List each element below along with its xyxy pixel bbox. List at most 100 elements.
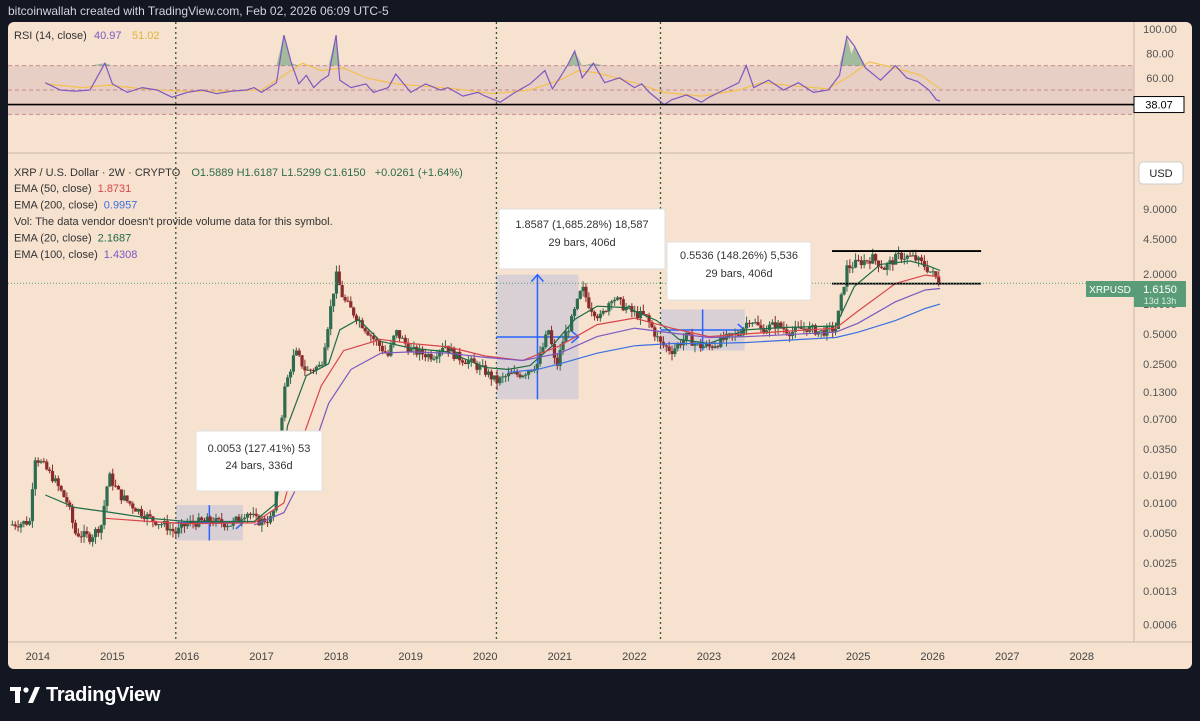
candle (297, 348, 301, 357)
candle (601, 308, 605, 316)
price-axis[interactable]: 9.00004.50002.00001.00000.50000.25000.13… (1143, 204, 1177, 631)
candle (317, 361, 321, 368)
legend-line-4: EMA (20, close) 2.1687 (14, 233, 131, 245)
candle-body (383, 351, 387, 353)
candle-body (392, 335, 396, 345)
time-axis[interactable]: 2014 2015 2016 2017 2018 2019 2020 2021 2022 2023… (26, 651, 1094, 663)
candle-body (604, 311, 608, 313)
candle-body (125, 495, 129, 502)
candle (423, 348, 427, 362)
candle-body (587, 297, 591, 309)
candle-body (334, 271, 339, 294)
time-axis-label: 2019 (398, 651, 422, 663)
candle-body (340, 285, 344, 298)
currency-button[interactable]: USD (1138, 161, 1184, 185)
candle (808, 321, 812, 334)
candle-body (899, 252, 904, 260)
candle (200, 516, 204, 522)
candle (917, 256, 921, 267)
measure-label-1[interactable]: 0.0053 (127.41%) 53 24 bars, 336d (195, 430, 323, 492)
candle-body (134, 508, 138, 512)
candle-body (25, 521, 29, 525)
candle-body (179, 523, 184, 528)
candle (403, 334, 407, 348)
candle-body (234, 516, 238, 521)
candle-body (257, 515, 261, 526)
measure-arrow-up-2 (530, 273, 545, 283)
candle (845, 260, 849, 292)
rsi-pane[interactable]: RSI (14, close) 40.97 51.02 (8, 30, 1134, 115)
candle-body (320, 364, 324, 366)
candle-body (116, 485, 121, 490)
candle-body (658, 336, 663, 342)
candle-body (521, 375, 525, 378)
candle-body (79, 536, 83, 538)
price-axis-tick: 0.0013 (1143, 586, 1177, 598)
candle (833, 322, 838, 336)
candle-body (845, 265, 849, 287)
candle-body (45, 461, 49, 470)
candle-body (114, 485, 118, 487)
price-axis-tick: 4.5000 (1143, 234, 1177, 246)
candle-body (59, 485, 63, 491)
candle (524, 372, 528, 380)
candle (638, 306, 643, 325)
candle (704, 340, 709, 349)
candle (934, 270, 938, 280)
candle-body (93, 529, 98, 538)
candle-body (911, 255, 915, 257)
candle-body (782, 327, 786, 330)
candle (13, 521, 17, 530)
candle-body (601, 311, 605, 314)
measure-label-3[interactable]: 0.5536 (148.26%) 5,536 29 bars, 406d (666, 241, 812, 301)
rsi-axis-tick: 80.00 (1146, 48, 1174, 60)
current-price: 1.6150 (1143, 284, 1177, 296)
candle (587, 292, 591, 310)
candle-body (53, 478, 57, 482)
candle (82, 524, 86, 543)
candle (544, 330, 548, 349)
candle-body (435, 356, 439, 359)
candle-body (638, 311, 643, 319)
rsi-axis[interactable]: 100.00 80.00 60.00 (1143, 24, 1177, 85)
candle-body (271, 510, 275, 517)
candle (842, 286, 846, 296)
tradingview-logo[interactable]: TradingView (10, 684, 160, 706)
measure-label-3-line1: 0.5536 (148.26%) 5,536 (680, 250, 798, 262)
candle (266, 515, 270, 527)
candle-body (300, 355, 304, 367)
candle-body (713, 346, 717, 348)
candle (228, 525, 232, 527)
measure-label-2[interactable]: 1.8587 (1,685.28%) 18,587 29 bars, 406d (498, 208, 666, 270)
rsi-legend-value: 40.97 (94, 30, 122, 42)
candle (859, 256, 863, 269)
candle (547, 329, 551, 336)
candle (389, 339, 393, 358)
candle (492, 375, 496, 382)
candle (641, 304, 645, 316)
candle-body (529, 370, 534, 372)
candle-body (99, 525, 103, 533)
candle-body (56, 478, 60, 486)
measure-label-2-line2: 29 bars, 406d (548, 237, 615, 249)
candle-body (670, 350, 674, 355)
candle (171, 522, 175, 538)
chart-canvas[interactable]: RSI (14, close) 40.97 51.02 0.0053 (127.… (8, 22, 1192, 669)
candle-body (22, 521, 26, 524)
candle-body (131, 503, 135, 509)
candle (36, 457, 40, 467)
candle (33, 457, 37, 496)
candle-body (306, 369, 310, 371)
candle-body (174, 531, 178, 534)
candle (670, 345, 674, 361)
candle (337, 265, 341, 286)
candle-body (802, 328, 806, 330)
candle-body (389, 344, 393, 356)
candle-body (552, 344, 557, 358)
candle-body (323, 347, 327, 365)
candle (658, 335, 663, 348)
candle (673, 342, 677, 357)
candle-body (39, 461, 43, 463)
candle (874, 253, 878, 265)
candle (853, 253, 858, 269)
